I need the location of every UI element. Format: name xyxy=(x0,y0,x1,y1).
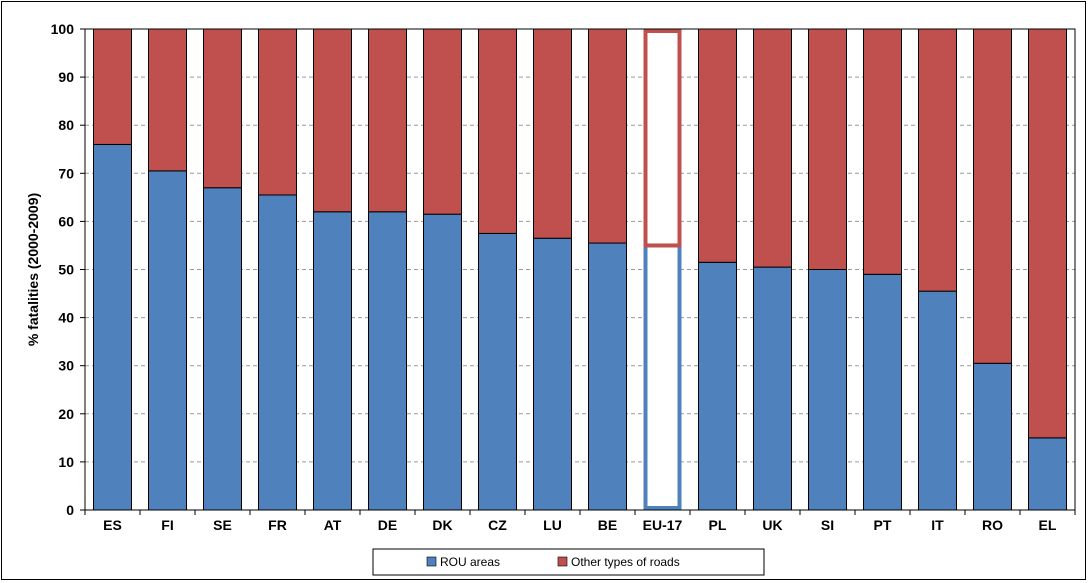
bar-rou-areas xyxy=(1028,437,1067,511)
y-tick-label: 40 xyxy=(58,310,74,326)
bar-rou-areas xyxy=(368,211,407,511)
y-tick-label: 30 xyxy=(58,358,74,374)
y-tick-label: 50 xyxy=(58,262,74,278)
bar-rou-areas xyxy=(203,187,242,511)
bar-other-roads xyxy=(533,28,572,239)
x-tick-label: ES xyxy=(103,517,122,533)
x-tick-label: UK xyxy=(762,517,782,533)
bar-other-roads xyxy=(148,28,187,172)
bar-rou-areas xyxy=(533,237,572,511)
x-tick-label: FI xyxy=(161,517,173,533)
x-tick-label: BE xyxy=(598,517,617,533)
bar-rou-areas xyxy=(313,211,352,511)
bars xyxy=(93,28,1067,511)
bar-other-roads xyxy=(313,28,352,213)
bar-other-roads xyxy=(93,28,132,145)
x-tick-label: SI xyxy=(821,517,834,533)
bar-other-roads xyxy=(753,28,792,268)
legend: ROU areas Other types of roads xyxy=(372,548,765,576)
x-tick-label: RO xyxy=(982,517,1003,533)
x-tick-label: PT xyxy=(874,517,892,533)
bar-rou-areas xyxy=(588,242,627,511)
x-tick-label: IT xyxy=(931,517,944,533)
bar-rou-areas xyxy=(863,273,902,511)
y-tick-label: 0 xyxy=(66,502,74,518)
y-tick-label: 20 xyxy=(58,406,74,422)
x-tick-label: LU xyxy=(543,517,562,533)
x-tick-label: EU-17 xyxy=(643,517,683,533)
bar-rou-areas xyxy=(808,269,847,511)
x-tick-label: FR xyxy=(268,517,287,533)
bar-other-roads xyxy=(973,28,1012,364)
y-tick-label: 70 xyxy=(58,165,74,181)
legend-label-rou-areas: ROU areas xyxy=(440,555,500,569)
legend-swatch-other-roads xyxy=(557,556,568,567)
x-tick-label: EL xyxy=(1039,517,1057,533)
bar-other-roads xyxy=(1028,28,1067,439)
bar-other-roads xyxy=(203,28,242,189)
bar-rou-areas xyxy=(918,290,957,511)
bar-other-roads xyxy=(368,28,407,213)
bar-rou-areas xyxy=(698,261,737,511)
bar-rou-areas xyxy=(973,362,1012,511)
bar-other-roads xyxy=(808,28,847,270)
legend-box xyxy=(372,548,765,576)
gridlines xyxy=(85,76,1075,463)
bar-other-roads xyxy=(478,28,517,234)
bar-other-roads xyxy=(918,28,957,292)
x-tick-label: PL xyxy=(709,517,727,533)
bar-other-roads xyxy=(643,29,682,248)
bar-rou-areas xyxy=(93,143,132,511)
bar-rou-areas xyxy=(643,243,682,510)
bar-other-roads xyxy=(423,28,462,215)
bar-other-roads xyxy=(588,28,627,244)
x-tick-label: DK xyxy=(432,517,452,533)
bar-other-roads xyxy=(698,28,737,263)
y-axis-ticks: 0 10 20 30 40 50 60 70 80 90 100 xyxy=(51,21,85,518)
bar-rou-areas xyxy=(753,266,792,511)
x-tick-label: AT xyxy=(324,517,342,533)
bar-other-roads xyxy=(863,28,902,275)
y-axis-label: % fatalities (2000-2009) xyxy=(25,193,41,346)
bar-rou-areas xyxy=(478,232,517,511)
y-tick-label: 60 xyxy=(58,213,74,229)
y-tick-label: 10 xyxy=(58,454,74,470)
bar-rou-areas xyxy=(258,194,297,511)
y-tick-label: 80 xyxy=(58,117,74,133)
bar-rou-areas xyxy=(148,170,187,511)
x-tick-label: DE xyxy=(378,517,397,533)
legend-label-other-roads: Other types of roads xyxy=(571,555,680,569)
legend-swatch-rou-areas xyxy=(426,556,437,567)
bar-rou-areas xyxy=(423,213,462,511)
x-tick-label: SE xyxy=(213,517,232,533)
bar-other-roads xyxy=(258,28,297,196)
y-tick-label: 100 xyxy=(51,21,75,37)
y-tick-label: 90 xyxy=(58,69,74,85)
x-axis-ticks: ES FI SE FR AT DE DK CZ LU BE EU-17 PL UK SI PT IT RO EL xyxy=(84,510,1076,533)
x-tick-label: CZ xyxy=(488,517,507,533)
